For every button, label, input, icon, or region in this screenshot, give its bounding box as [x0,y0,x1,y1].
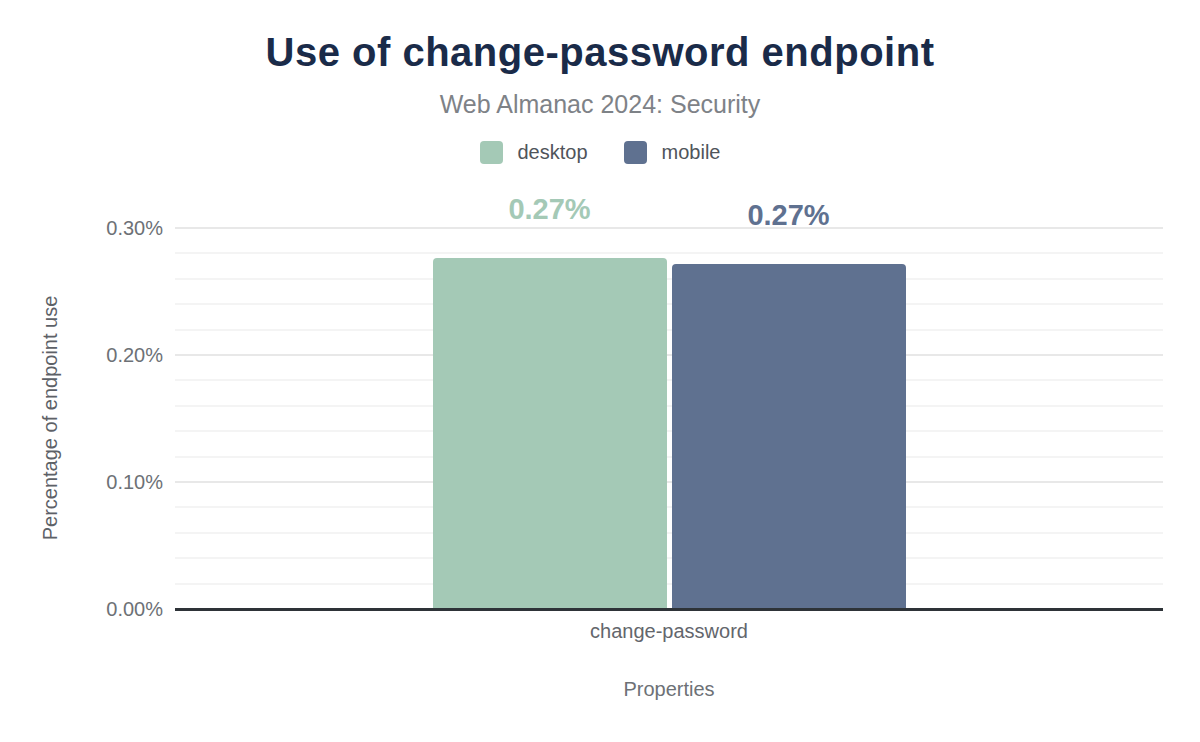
bar-label-desktop: 0.27% [508,195,590,224]
y-tick-label: 0.20% [53,342,163,368]
legend-swatch-icon [480,141,503,164]
gridline-minor [175,456,1163,458]
gridline-major [175,354,1163,356]
gridline-minor [175,405,1163,407]
gridline-minor [175,430,1163,432]
chart-canvas: Use of change-password endpoint Web Alma… [0,0,1200,742]
x-axis-line [175,608,1163,611]
gridline-minor [175,303,1163,305]
gridline-minor [175,583,1163,585]
y-axis-title: Percentage of endpoint use [39,296,62,541]
gridline-minor [175,557,1163,559]
gridline-major [175,227,1163,229]
gridline-major [175,481,1163,483]
bar-mobile[interactable] [672,264,906,609]
gridline-minor [175,506,1163,508]
chart-title: Use of change-password endpoint [0,30,1200,75]
x-axis-title: Properties [175,678,1163,701]
legend: desktop mobile [0,141,1200,164]
y-tick-label: 0.30% [53,215,163,241]
x-tick-label: change-password [175,620,1163,643]
legend-label: mobile [662,141,721,164]
y-tick-label: 0.10% [53,469,163,495]
bar-desktop[interactable] [433,258,667,609]
legend-swatch-icon [624,141,647,164]
y-tick-label: 0.00% [53,596,163,622]
gridline-minor [175,278,1163,280]
legend-item-desktop[interactable]: desktop [480,141,588,164]
bar-label-mobile: 0.27% [747,201,829,230]
gridline-minor [175,379,1163,381]
gridline-minor [175,329,1163,331]
gridline-minor [175,252,1163,254]
legend-item-mobile[interactable]: mobile [624,141,721,164]
legend-label: desktop [518,141,588,164]
gridline-minor [175,532,1163,534]
chart-subtitle: Web Almanac 2024: Security [0,90,1200,119]
